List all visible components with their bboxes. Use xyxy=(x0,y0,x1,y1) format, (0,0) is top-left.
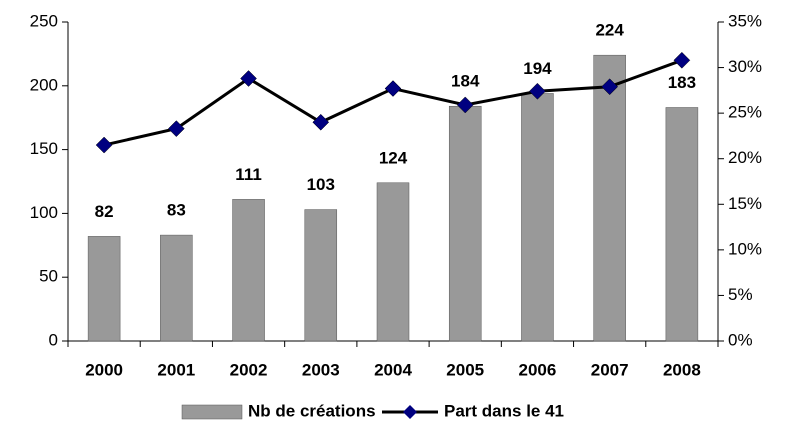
y2-tick-label: 25% xyxy=(728,103,762,122)
bar-label: 184 xyxy=(451,72,480,91)
bar xyxy=(304,209,338,342)
y2-tick-label: 20% xyxy=(728,148,762,167)
y2-tick-label: 15% xyxy=(728,194,762,213)
bar xyxy=(448,105,482,342)
bar-label: 183 xyxy=(668,73,696,92)
x-tick-label: 2006 xyxy=(519,360,557,379)
bar xyxy=(160,234,193,342)
x-tick-label: 2002 xyxy=(230,360,268,379)
x-tick-label: 2000 xyxy=(85,360,123,379)
x-tick-label: 2007 xyxy=(591,360,629,379)
marker xyxy=(529,82,546,100)
y-tick-label: 50 xyxy=(39,267,58,286)
bar xyxy=(521,93,554,342)
legend-label: Nb de créations xyxy=(248,401,376,420)
bar-label: 224 xyxy=(595,21,624,40)
marker xyxy=(456,96,474,114)
x-tick-label: 2001 xyxy=(157,360,195,379)
y-tick-label: 0 xyxy=(49,330,58,349)
bar xyxy=(232,199,265,342)
x-tick-label: 2004 xyxy=(374,360,412,379)
bar xyxy=(376,182,410,342)
y2-tick-label: 10% xyxy=(728,239,762,258)
marker xyxy=(673,51,691,69)
y-tick-label: 250 xyxy=(30,11,58,30)
legend-label: Part dans le 41 xyxy=(444,401,564,420)
bar xyxy=(665,107,699,342)
y-tick-label: 100 xyxy=(30,203,58,222)
bar-label: 82 xyxy=(95,202,114,221)
x-tick-label: 2003 xyxy=(302,360,340,379)
marker xyxy=(240,70,257,87)
legend-swatch xyxy=(181,404,243,420)
y-tick-label: 200 xyxy=(30,75,58,94)
y2-tick-label: 0% xyxy=(728,330,753,349)
bar-label: 83 xyxy=(167,201,186,220)
marker xyxy=(167,120,185,137)
legend-marker xyxy=(403,405,417,419)
bar xyxy=(87,236,121,342)
marker xyxy=(95,136,113,154)
x-tick-label: 2005 xyxy=(446,360,484,379)
bar-label: 111 xyxy=(235,165,262,184)
bar-label: 124 xyxy=(379,148,408,167)
bar-label: 194 xyxy=(523,59,552,78)
marker xyxy=(601,78,619,96)
y-tick-label: 150 xyxy=(30,139,58,158)
marker xyxy=(312,113,330,131)
bar-label: 103 xyxy=(307,175,335,194)
marker xyxy=(384,80,402,97)
y2-tick-label: 35% xyxy=(728,11,762,30)
y2-tick-label: 30% xyxy=(728,57,762,76)
y2-tick-label: 5% xyxy=(728,285,753,304)
x-tick-label: 2008 xyxy=(663,360,701,379)
bar xyxy=(593,54,626,342)
